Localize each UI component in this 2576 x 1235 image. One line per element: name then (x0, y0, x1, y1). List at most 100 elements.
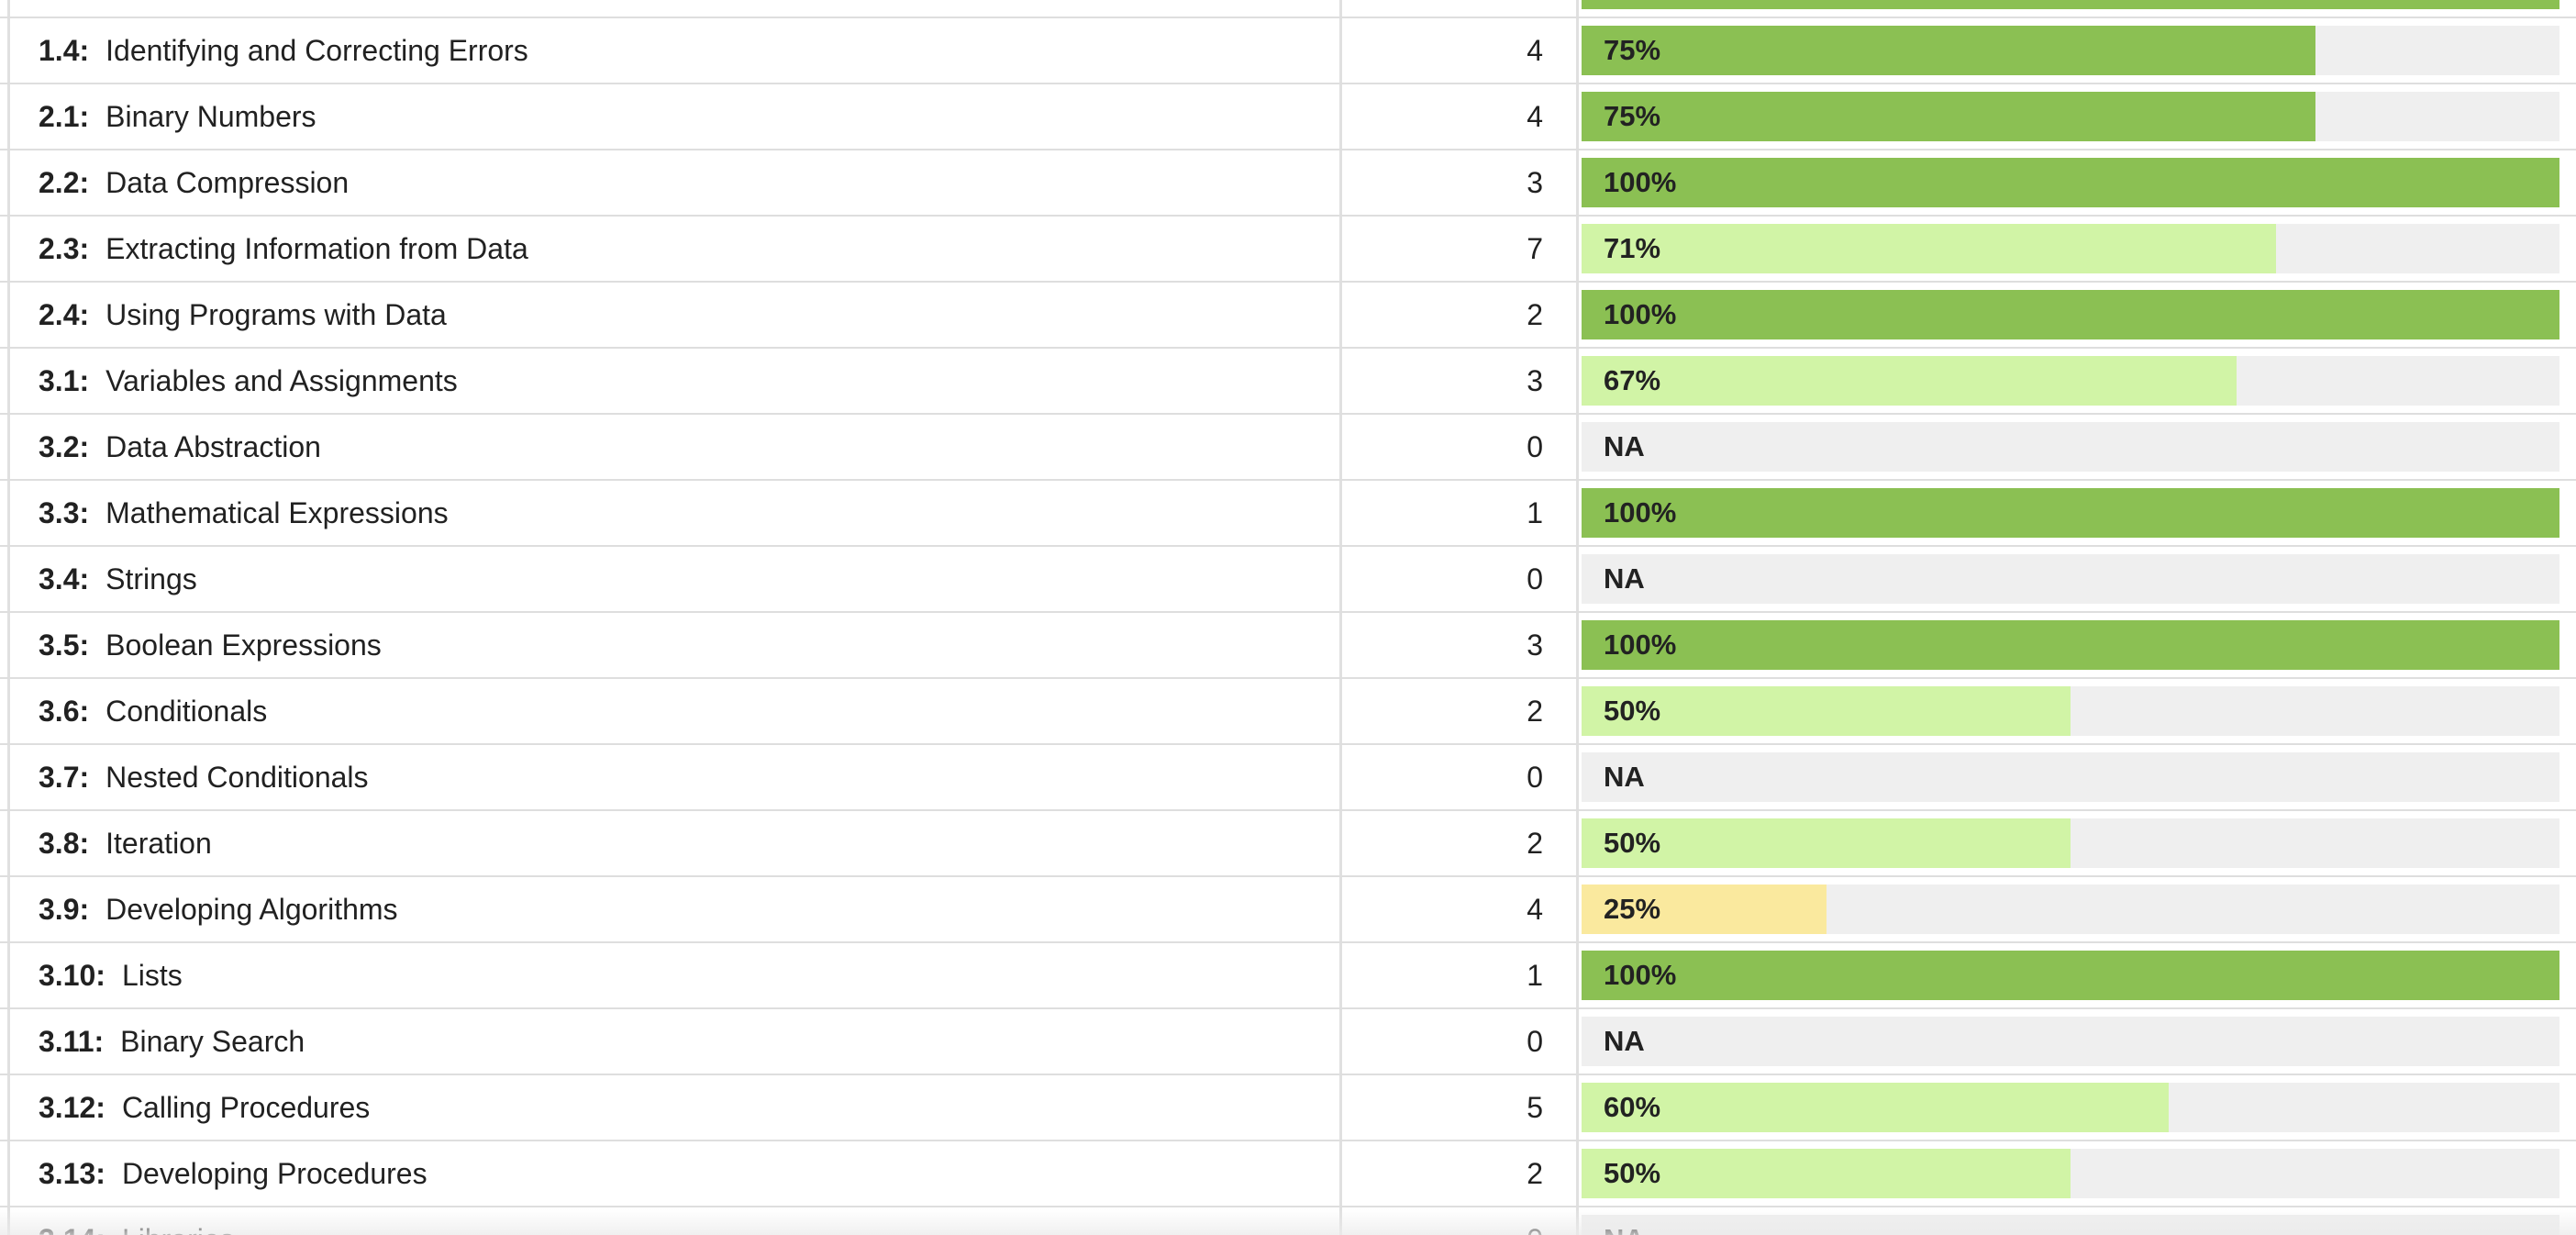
table-row[interactable]: 3.11: Binary Search 0 NA (0, 1009, 2576, 1075)
topic-cell: 2.4: Using Programs with Data (39, 283, 447, 347)
topic-title: Calling Procedures (121, 1091, 371, 1124)
table-row[interactable]: 3.4: Strings 0 NA (0, 547, 2576, 613)
topic-title: Iteration (105, 827, 212, 860)
topic-code: 2.3: (39, 232, 90, 265)
score-label: 75% (1604, 34, 1661, 66)
score-bar-fill (1582, 0, 2559, 9)
table-row[interactable]: 3.6: Conditionals 2 50% (0, 679, 2576, 745)
score-bar-fill (1582, 224, 2276, 273)
topic-title: Binary Numbers (105, 100, 316, 133)
table-row[interactable]: 2.4: Using Programs with Data 2 100% (0, 283, 2576, 349)
topic-title: Nested Conditionals (105, 761, 369, 794)
table-row[interactable]: 3.2: Data Abstraction 0 NA (0, 415, 2576, 481)
score-label: NA (1604, 430, 1645, 462)
topic-code: 3.12: (39, 1091, 105, 1124)
score-bar-fill (1582, 290, 2559, 339)
score-label: NA (1604, 1025, 1645, 1057)
question-count: 7 (1527, 232, 1543, 265)
score-bar: 75% (1582, 26, 2559, 75)
table-row[interactable]: 2.2: Data Compression 3 100% (0, 150, 2576, 217)
topic-cell (39, 0, 55, 17)
table-row[interactable]: 3.14: Libraries 0 NA (0, 1207, 2576, 1235)
score-bar: NA (1582, 752, 2559, 802)
topic-cell: 3.9: Developing Algorithms (39, 877, 398, 941)
score-label: 67% (1604, 364, 1661, 396)
table-row[interactable]: 3.5: Boolean Expressions 3 100% (0, 613, 2576, 679)
score-bar-fill (1582, 885, 1827, 934)
topic-cell: 3.14: Libraries (39, 1207, 235, 1235)
table-row[interactable]: 3.9: Developing Algorithms 4 25% (0, 877, 2576, 943)
table-row[interactable]: 3.13: Developing Procedures 2 50% (0, 1141, 2576, 1207)
topic-title: Developing Procedures (121, 1157, 427, 1190)
score-bar-fill (1582, 26, 2315, 75)
topic-cell: 3.4: Strings (39, 547, 197, 611)
topic-title: Identifying and Correcting Errors (105, 34, 528, 67)
score-bar-fill (1582, 158, 2559, 207)
column-divider-count (1576, 0, 1579, 1235)
score-label: 100% (1604, 298, 1677, 330)
table-row[interactable]: 2.3: Extracting Information from Data 7 71% (0, 217, 2576, 283)
question-count: 1 (1527, 959, 1543, 992)
score-bar-fill (1582, 1149, 2071, 1198)
score-bar: NA (1582, 1215, 2559, 1235)
score-bar-fill (1582, 1083, 2169, 1132)
question-count: 2 (1527, 1157, 1543, 1190)
score-label: 75% (1604, 100, 1661, 132)
table-row[interactable]: 2.1: Binary Numbers 4 75% (0, 84, 2576, 150)
question-count: 0 (1527, 761, 1543, 794)
topic-code: 2.2: (39, 166, 90, 199)
topic-title: Binary Search (120, 1025, 305, 1058)
score-label: 60% (1604, 1091, 1661, 1123)
score-label: 71% (1604, 232, 1661, 264)
table-row[interactable]: 3.12: Calling Procedures 5 60% (0, 1075, 2576, 1141)
topic-cell: 2.1: Binary Numbers (39, 84, 316, 149)
question-count: 1 (1527, 496, 1543, 529)
table-row[interactable]: 1.4: Identifying and Correcting Errors 4 75… (0, 18, 2576, 84)
score-bar: 71% (1582, 224, 2559, 273)
score-bar: 100% (1582, 951, 2559, 1000)
topic-code: 3.3: (39, 496, 90, 529)
topic-cell: 3.13: Developing Procedures (39, 1141, 427, 1206)
question-count: 3 (1527, 364, 1543, 397)
question-count: 2 (1527, 827, 1543, 860)
score-bar: 60% (1582, 1083, 2559, 1132)
topic-code: 3.6: (39, 695, 90, 728)
column-divider-topic (1339, 0, 1342, 1235)
table-row[interactable]: 3.3: Mathematical Expressions 1 100% (0, 481, 2576, 547)
score-bar-fill (1582, 356, 2237, 406)
topic-code: 3.1: (39, 364, 90, 397)
score-bar: 50% (1582, 686, 2559, 736)
score-bar: 25% (1582, 885, 2559, 934)
topic-code: 3.9: (39, 893, 90, 926)
question-count: 3 (1527, 166, 1543, 199)
question-count: 0 (1527, 430, 1543, 463)
topic-cell: 3.3: Mathematical Expressions (39, 481, 449, 545)
score-label: 100% (1604, 959, 1677, 991)
topic-cell: 3.8: Iteration (39, 811, 212, 875)
score-bar: 100% (1582, 158, 2559, 207)
score-bar: NA (1582, 422, 2559, 472)
topic-title: Strings (105, 562, 197, 595)
question-count: 0 (1339, 1207, 1543, 1235)
topic-code: 3.4: (39, 562, 90, 595)
topic-title: Lists (121, 959, 183, 992)
score-bar: NA (1582, 1017, 2559, 1066)
question-count (1339, 0, 1543, 17)
table-row[interactable]: 3.8: Iteration 2 50% (0, 811, 2576, 877)
score-label: 50% (1604, 1157, 1661, 1189)
question-count: 5 (1527, 1091, 1543, 1124)
topic-code: 3.14: (39, 1223, 105, 1235)
table-row[interactable]: 3.7: Nested Conditionals 0 NA (0, 745, 2576, 811)
score-bar-fill (1582, 818, 2071, 868)
score-label: 25% (1604, 893, 1661, 925)
score-label: NA (1604, 761, 1645, 793)
score-bar: 50% (1582, 1149, 2559, 1198)
topic-code: 3.10: (39, 959, 105, 992)
table-row[interactable]: 3.10: Lists 1 100% (0, 943, 2576, 1009)
table-row[interactable]: 3.1: Variables and Assignments 3 67% (0, 349, 2576, 415)
table-row[interactable] (0, 0, 2576, 18)
topic-code: 3.11: (39, 1025, 105, 1058)
topic-cell: 2.3: Extracting Information from Data (39, 217, 528, 281)
topic-cell: 3.12: Calling Procedures (39, 1075, 370, 1140)
